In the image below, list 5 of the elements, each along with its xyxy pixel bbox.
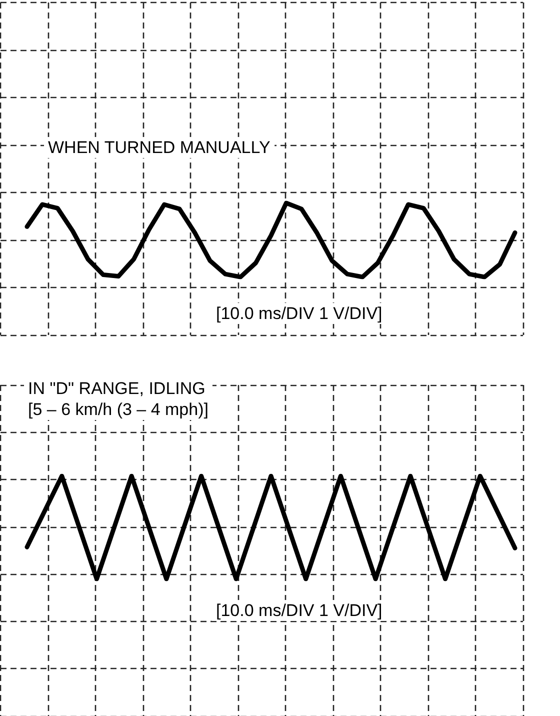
chart-title: WHEN TURNED MANUALLY [48, 138, 270, 157]
chart-subtitle: [5 – 6 km/h (3 – 4 mph)] [28, 400, 208, 419]
text: [10.0 ms/DIV 1 V/DIV] [216, 304, 382, 323]
chart-title: IN "D" RANGE, IDLING [28, 379, 206, 398]
text: [10.0 ms/DIV 1 V/DIV] [216, 601, 382, 620]
